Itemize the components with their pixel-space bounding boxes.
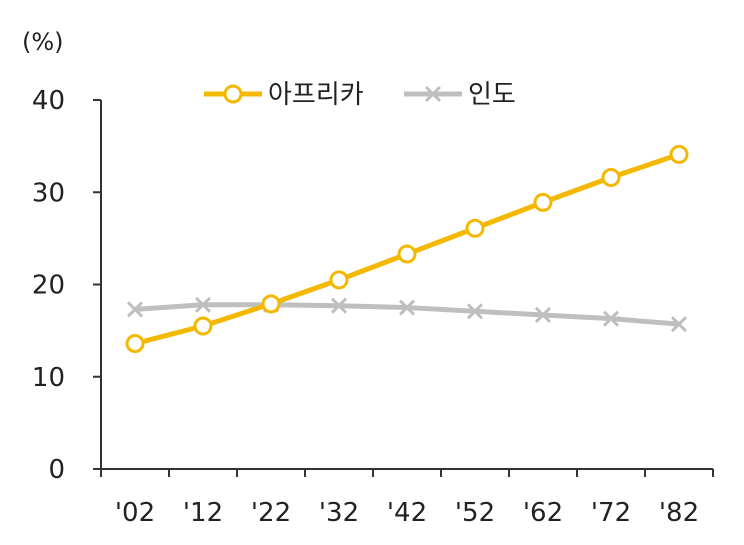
series-africa <box>125 144 689 354</box>
y-tick-label: 20 <box>32 271 65 301</box>
x-tick-label: '42 <box>387 498 427 528</box>
data-point-africa <box>669 144 689 164</box>
data-point-india <box>194 296 212 313</box>
y-tick-label: 40 <box>32 86 65 116</box>
data-point-africa <box>329 270 349 290</box>
data-point-africa <box>125 334 145 354</box>
data-point-india <box>330 297 348 314</box>
legend-marker-africa <box>223 84 243 104</box>
data-point-africa <box>261 294 281 314</box>
axes: 0 10 20 30 40 '02 '12 '22 '32 '42 '52 '62 '72 '82 <box>32 86 714 528</box>
legend-item-india: 인도 <box>404 80 516 110</box>
data-point-india <box>670 316 688 333</box>
legend: 아프리카 인도 <box>204 80 516 110</box>
data-point-india <box>398 299 416 316</box>
data-point-india <box>466 303 484 320</box>
data-point-india <box>126 301 144 318</box>
legend-item-africa: 아프리카 <box>204 80 364 110</box>
x-tick-label: '82 <box>659 498 699 528</box>
data-point-india <box>602 310 620 327</box>
legend-marker-india <box>424 85 442 103</box>
x-tick-label: '32 <box>319 498 359 528</box>
x-tick-label: '12 <box>183 498 223 528</box>
data-point-africa <box>601 167 621 187</box>
y-tick-label: 0 <box>48 455 65 485</box>
x-tick-label: '62 <box>523 498 563 528</box>
data-point-africa <box>465 218 485 238</box>
data-point-africa <box>193 316 213 336</box>
y-tick-label: 30 <box>32 178 65 208</box>
unit-label: (%) <box>22 28 64 56</box>
y-tick-label: 10 <box>32 363 65 393</box>
x-tick-label: '52 <box>455 498 495 528</box>
series-layer <box>125 144 689 354</box>
x-tick-label: '72 <box>591 498 631 528</box>
x-tick-label: '22 <box>251 498 291 528</box>
x-tick-label: '02 <box>115 498 155 528</box>
data-point-africa <box>533 192 553 212</box>
data-point-india <box>534 306 552 324</box>
legend-label-africa: 아프리카 <box>268 80 364 110</box>
data-point-africa <box>397 244 417 264</box>
legend-label-india: 인도 <box>468 80 516 110</box>
